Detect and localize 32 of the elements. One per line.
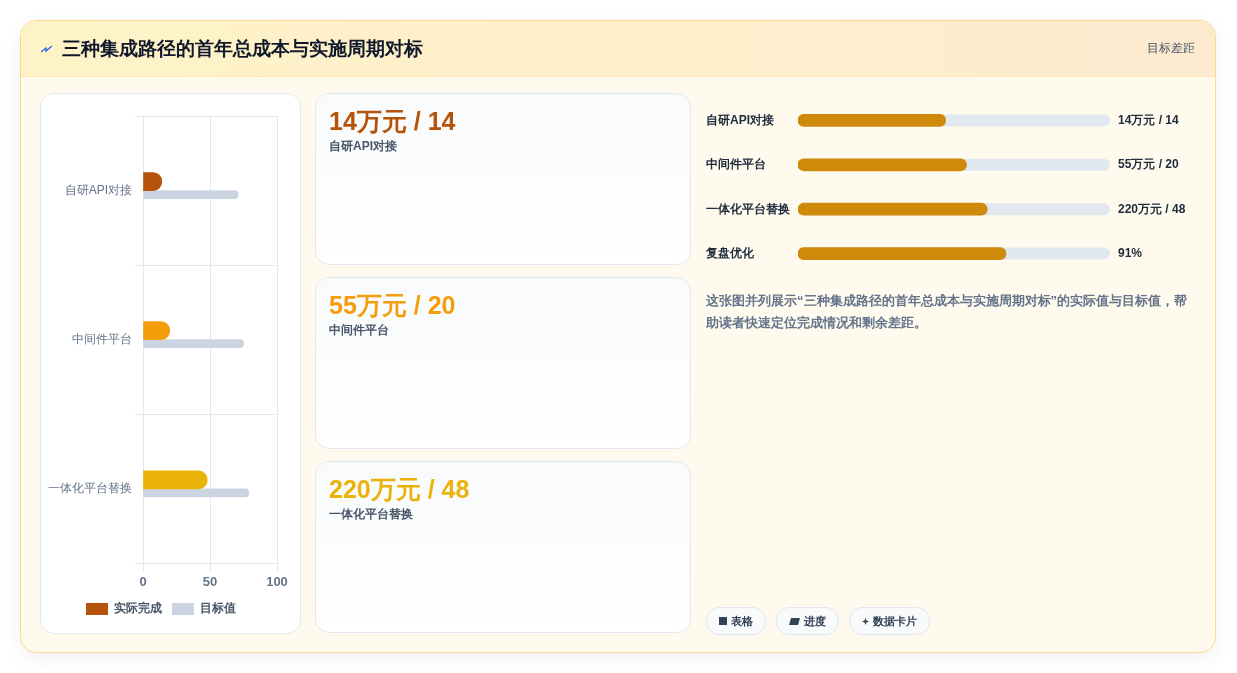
bar (143, 339, 244, 349)
x-tick-label: 50 (202, 573, 218, 589)
bar (143, 488, 250, 498)
text: 55万元 / 20 (329, 291, 456, 319)
text: 三种集成路径的首年总成本与实施周期对标 (62, 36, 424, 61)
text: 91% (1118, 245, 1143, 260)
y-tick-label: 自研API对接 (64, 182, 132, 197)
legend-label: 目标值 (200, 601, 236, 616)
text: 220万元 / 48 (1118, 201, 1186, 216)
text: 220万元 / 48 (329, 475, 470, 503)
y-tick-label: 复盘优化 (705, 245, 755, 260)
y-tick-label: 一体化平台替换 (48, 481, 132, 496)
x-tick-label: 0 (139, 573, 147, 589)
y-tick-label: 自研API对接 (706, 112, 775, 127)
y-tick-label: 一体化平台替换 (706, 201, 790, 216)
x-tick-label: 100 (266, 573, 288, 589)
category-label: 自研API对接 (329, 138, 398, 155)
category-label: 一体化平台替换 (329, 506, 414, 523)
text: 这张图并列展示“三种集成路径的首年总成本与实施周期对标”的实际值与目标值，帮助读者快速定位完成情况和剩余差距。 (706, 292, 1188, 332)
text: 55万元 / 20 (1118, 157, 1179, 172)
legend-label: 实际完成 (114, 601, 162, 616)
category-label: 表格 (706, 607, 766, 635)
text: 14万元 / 14 (1118, 112, 1179, 127)
category-label: 中间件平台 (329, 322, 390, 339)
y-tick-label: 中间件平台 (72, 332, 132, 347)
text: 目标差距 (1147, 40, 1195, 57)
bar (143, 470, 208, 490)
category-label: 进度 (776, 607, 839, 635)
y-tick-label: 中间件平台 (706, 157, 766, 172)
bar (143, 190, 239, 199)
text: 14万元 / 14 (329, 107, 456, 135)
category-label: 数据卡片 (849, 607, 930, 635)
